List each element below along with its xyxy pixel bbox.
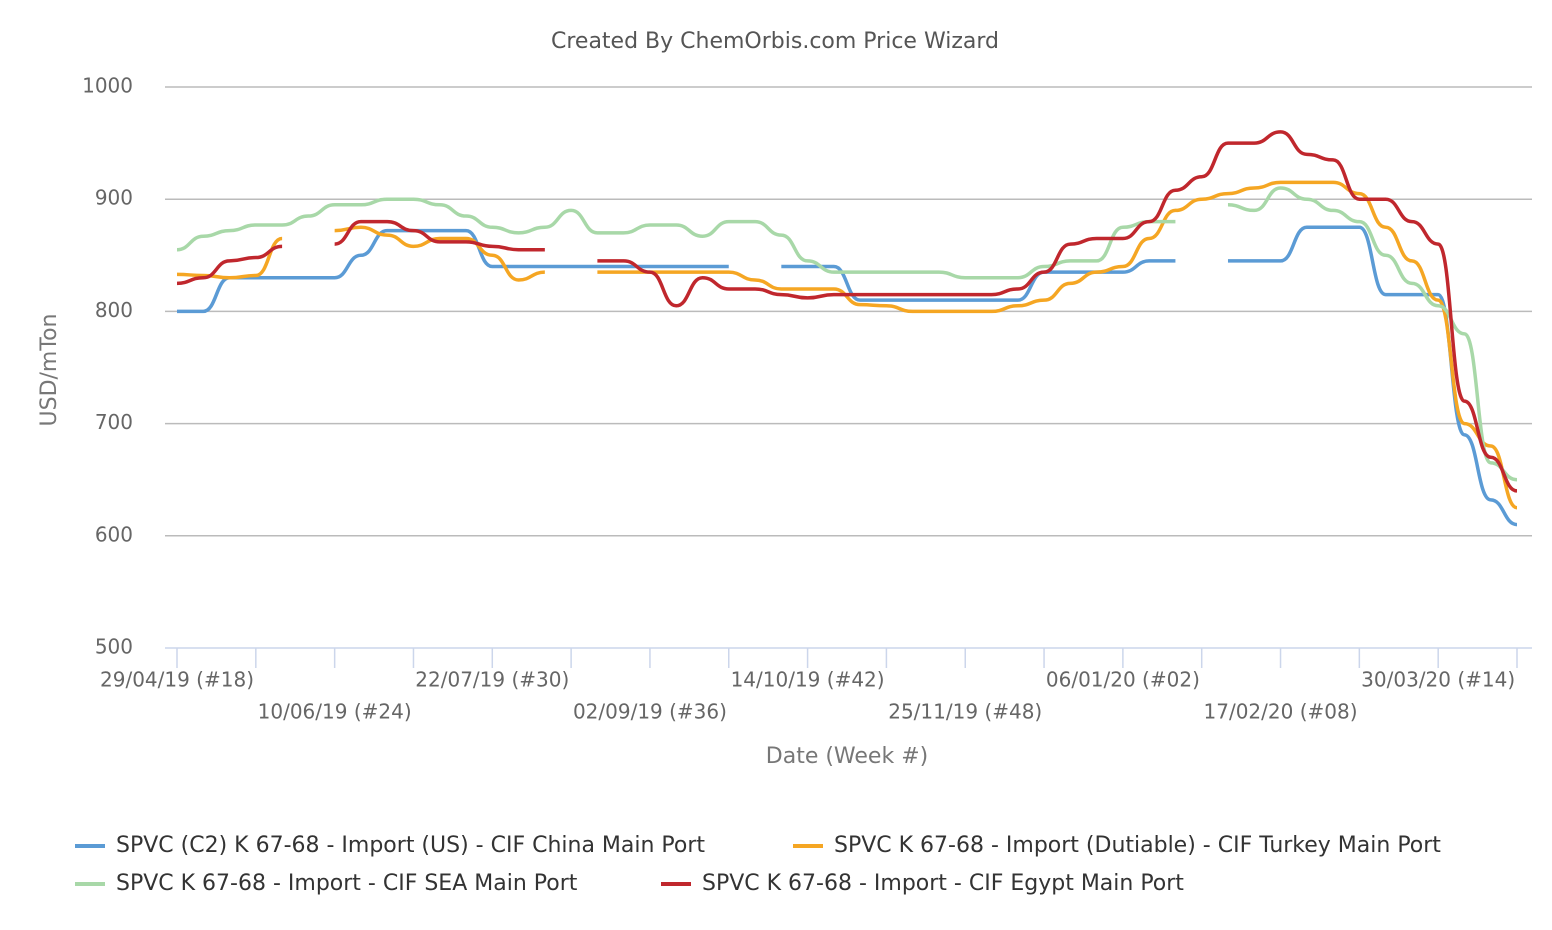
x-tick-label: 02/09/19 (#36) — [573, 700, 727, 724]
legend-label: SPVC K 67-68 - Import - CIF SEA Main Por… — [116, 871, 578, 896]
y-tick-label: 1000 — [82, 74, 133, 98]
y-tick-label: 800 — [95, 298, 133, 322]
x-tick-label: 22/07/19 (#30) — [415, 668, 569, 692]
legend-label: SPVC K 67-68 - Import (Dutiable) - CIF T… — [834, 833, 1441, 858]
series-line — [176, 130, 1518, 493]
y-axis-title: USD/mTon — [37, 314, 62, 427]
x-tick-label: 10/06/19 (#24) — [258, 700, 412, 724]
x-tick-label: 25/11/19 (#48) — [888, 700, 1042, 724]
x-tick-label: 14/10/19 (#42) — [731, 668, 885, 692]
legend-label: SPVC K 67-68 - Import - CIF Egypt Main P… — [702, 871, 1184, 896]
x-tick-label: 30/03/20 (#14) — [1361, 668, 1515, 692]
series-line — [176, 186, 1518, 482]
y-tick-label: 700 — [95, 410, 133, 434]
x-tick-label: 17/02/20 (#08) — [1204, 700, 1358, 724]
x-axis-title: Date (Week #) — [766, 744, 928, 769]
y-tick-label: 900 — [95, 186, 133, 210]
y-tick-label: 500 — [95, 635, 133, 659]
x-tick-label: 06/01/20 (#02) — [1046, 668, 1200, 692]
chart-title: Created By ChemOrbis.com Price Wizard — [551, 29, 999, 54]
series-line — [176, 180, 1518, 510]
legend-label: SPVC (C2) K 67-68 - Import (US) - CIF Ch… — [116, 833, 705, 858]
y-tick-label: 600 — [95, 522, 133, 546]
x-tick-label: 29/04/19 (#18) — [100, 668, 254, 692]
